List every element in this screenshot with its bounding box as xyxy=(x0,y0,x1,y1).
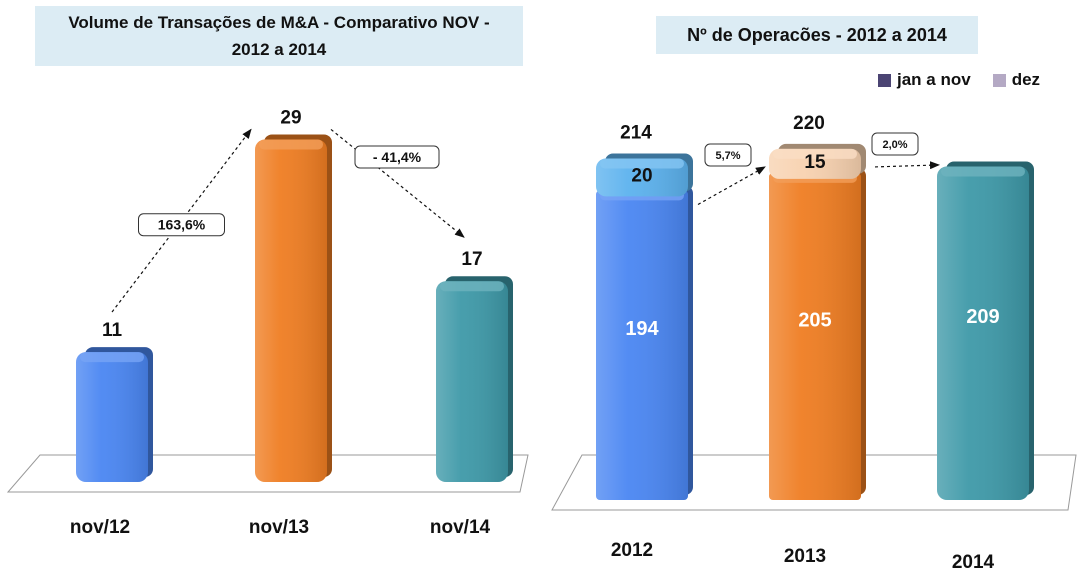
category-label-2012: 2012 xyxy=(611,540,653,561)
bar-nov-12 xyxy=(76,347,153,482)
legend-label-jan-nov: jan a nov xyxy=(897,70,971,89)
left-chart: 11 nov/12 29 nov/13 17 nov/14 163,6% - 41,4% xyxy=(70,107,513,538)
bar-nov-14 xyxy=(436,276,513,482)
pct-badge-2012-2013-text: 5,7% xyxy=(715,150,740,162)
category-label-nov-14: nov/14 xyxy=(430,517,491,538)
bar-2013-jan-a-nov xyxy=(769,167,866,500)
total-label-2012: 214 xyxy=(620,122,652,143)
legend-swatch-dez xyxy=(992,73,1006,87)
growth-arrow-2013-2014 xyxy=(874,161,940,170)
segment-label-2012-dez: 20 xyxy=(631,165,652,186)
legend-swatch-jan-nov xyxy=(878,73,891,87)
pct-badge-nov12-nov13: 163,6% xyxy=(138,213,225,237)
bar-2013-dez xyxy=(769,143,866,179)
category-label-nov-12: nov/12 xyxy=(70,517,130,538)
pct-badge-2012-2013: 5,7% xyxy=(704,143,752,167)
bar-2012-dez xyxy=(596,153,693,197)
pct-badge-2013-2014-text: 2,0% xyxy=(882,139,907,151)
segment-label-2012-jan-a-nov: 194 xyxy=(625,318,659,340)
segment-label-2014-jan-a-nov: 209 xyxy=(966,306,999,328)
left-chart-title-line-2: 2012 a 2014 xyxy=(231,40,327,59)
pct-badge-2013-2014: 2,0% xyxy=(871,132,919,156)
left-chart-title: Volume de Transações de M&A - Comparativ… xyxy=(35,6,523,66)
legend-label-dez: dez xyxy=(1011,70,1041,89)
pct-badge-nov12-nov13-text: 163,6% xyxy=(158,217,206,233)
legend: jan a nov dez xyxy=(878,70,1040,90)
right-chart-title: Nº de Operacões - 2012 a 2014 xyxy=(656,16,978,54)
change-arrow-nov13-nov14 xyxy=(330,128,465,238)
value-label-nov-14: 17 xyxy=(461,249,482,270)
category-label-2014: 2014 xyxy=(952,552,995,573)
growth-arrow-2012-2013 xyxy=(697,166,766,206)
pct-badge-nov13-nov14: - 41,4% xyxy=(354,145,440,169)
right-chart: 194 20 214 2012 205 15 220 2013 209 2014 5,7% 2,0% xyxy=(596,113,1034,573)
left-chart-title-line-1: Volume de Transações de M&A - Comparativ… xyxy=(68,13,490,32)
pct-badge-nov13-nov14-text: - 41,4% xyxy=(373,149,422,165)
bar-nov-13 xyxy=(255,134,332,482)
value-label-nov-12: 11 xyxy=(102,320,123,341)
bar-2012-jan-a-nov xyxy=(596,185,693,501)
total-label-2013: 220 xyxy=(793,113,825,134)
category-label-nov-13: nov/13 xyxy=(249,517,309,538)
category-label-2013: 2013 xyxy=(784,546,826,567)
segment-label-2013-dez: 15 xyxy=(804,152,826,173)
bar-2014-jan-a-nov xyxy=(937,161,1034,501)
segment-label-2013-jan-a-nov: 205 xyxy=(798,309,831,331)
value-label-nov-13: 29 xyxy=(280,107,301,128)
